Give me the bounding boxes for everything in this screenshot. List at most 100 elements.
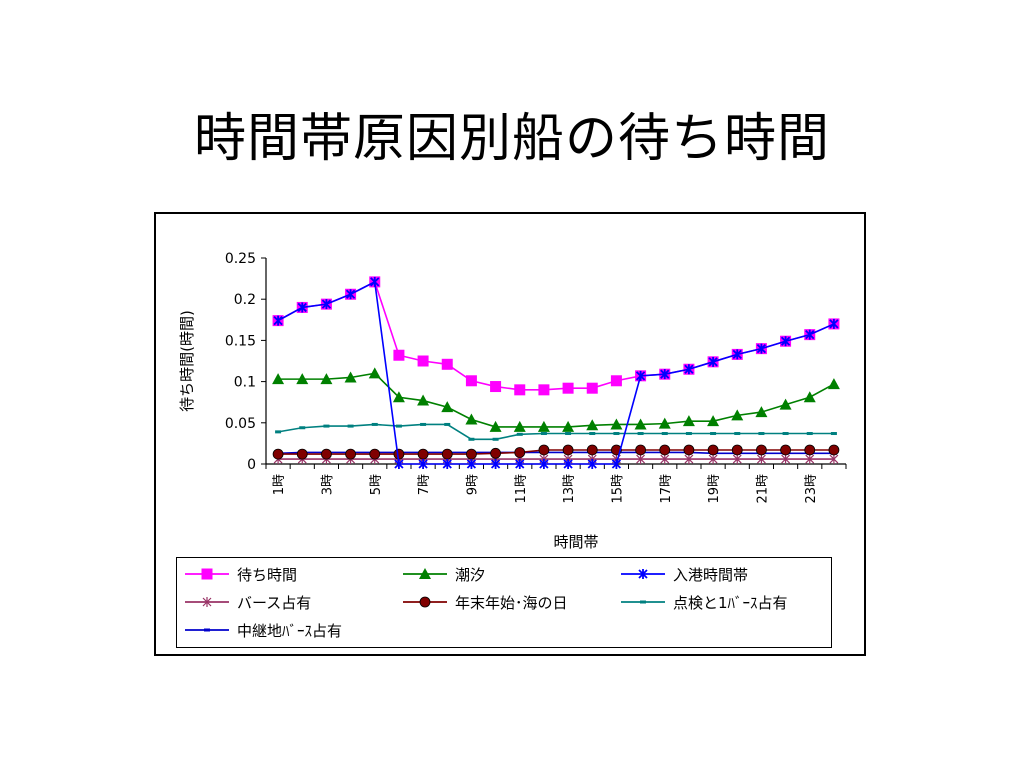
data-point [780, 444, 791, 456]
data-point [635, 370, 646, 381]
data-point [392, 391, 405, 403]
data-point [323, 424, 330, 428]
data-point [297, 302, 307, 313]
data-point [636, 454, 646, 465]
data-point [613, 432, 620, 436]
legend-entry: 待ち時間 [185, 566, 297, 584]
series-line [278, 451, 834, 455]
data-point [490, 459, 501, 469]
line-chart: 0 0.05 0.1 0.15 0.2 0.25 1時 3時 5時 7時 9時 11時 13時 15時 17… [178, 251, 847, 551]
data-point [489, 420, 502, 432]
x-tick-label: 17時 [659, 474, 674, 504]
legend-label: 潮汐 [455, 566, 485, 584]
legend-label: バース占有 [237, 594, 311, 612]
series-2 [273, 276, 839, 469]
legend-marker [419, 568, 431, 579]
data-point [780, 336, 791, 347]
data-point [610, 375, 622, 387]
data-point [515, 459, 525, 469]
data-point [539, 459, 549, 469]
series-line [277, 280, 835, 391]
data-point [514, 447, 526, 458]
data-point [586, 444, 598, 456]
slide-title: 時間帯原因別船の待ち時間 [193, 109, 830, 169]
data-point [344, 371, 357, 383]
y-tick-label: 0.05 [225, 416, 256, 432]
data-point [756, 454, 766, 465]
data-point [370, 276, 380, 287]
legend-marker [638, 569, 648, 579]
data-point [441, 358, 453, 370]
data-point [321, 448, 332, 460]
series-5 [275, 422, 837, 441]
data-point [490, 447, 501, 459]
legend-entry: 点検と1ﾊﾞｰｽ占有 [621, 594, 788, 612]
data-point [708, 356, 718, 367]
data-point [468, 437, 475, 441]
data-point [755, 406, 768, 418]
series-0 [272, 276, 840, 396]
data-point [275, 430, 282, 434]
data-point [779, 398, 792, 410]
data-point [683, 444, 695, 456]
data-point [635, 444, 646, 456]
data-point [395, 424, 402, 428]
data-point [492, 437, 499, 441]
legend-label: 中継地ﾊﾞｰｽ占有 [237, 622, 342, 640]
data-point [272, 448, 284, 460]
data-point [634, 418, 647, 430]
data-point [272, 373, 285, 385]
data-point [829, 318, 839, 329]
x-tick-label: 21時 [755, 474, 770, 504]
data-point [466, 448, 477, 460]
legend-label: 入港時間帯 [673, 566, 748, 584]
data-point [516, 432, 523, 436]
data-point [565, 432, 572, 436]
series-3 [273, 454, 839, 465]
x-tick-label: 9時 [465, 474, 480, 495]
legend-label: 年末年始･海の日 [455, 594, 568, 612]
legend-marker [419, 596, 431, 608]
data-point [804, 444, 816, 456]
data-point [563, 459, 573, 469]
data-point [393, 349, 405, 361]
legend-label: 点検と1ﾊﾞｰｽ占有 [673, 594, 788, 612]
data-point [345, 448, 356, 460]
data-point [610, 418, 623, 430]
data-point [587, 459, 597, 469]
data-point [537, 420, 550, 432]
data-point [756, 343, 767, 354]
data-point [732, 349, 742, 360]
legend-entry: 潮汐 [403, 566, 485, 584]
data-point [345, 289, 356, 300]
data-point [611, 459, 622, 469]
data-point [444, 422, 451, 426]
data-point [465, 375, 477, 387]
data-point [829, 454, 839, 465]
data-point [707, 415, 720, 427]
data-point [586, 382, 598, 394]
data-point [320, 373, 333, 385]
data-point [299, 426, 306, 430]
data-point [393, 448, 405, 460]
data-point [369, 448, 381, 460]
y-tick-label: 0.1 [234, 375, 256, 391]
x-axis-title: 時間帯 [553, 533, 598, 551]
data-point [321, 299, 332, 310]
data-point [417, 355, 429, 367]
data-point [682, 415, 695, 427]
data-point [513, 420, 526, 432]
data-point [562, 420, 575, 432]
data-point [782, 432, 789, 436]
data-point [420, 422, 427, 426]
x-tick-label: 3時 [320, 474, 335, 495]
data-point [442, 459, 452, 469]
data-point [805, 454, 815, 465]
x-tick-label: 7時 [417, 474, 432, 495]
data-point [781, 454, 791, 465]
x-tick-label: 23時 [804, 474, 819, 504]
data-point [540, 432, 547, 436]
data-point [368, 367, 381, 379]
data-point [441, 448, 453, 460]
y-axis-title: 待ち時間(時間) [178, 310, 196, 412]
